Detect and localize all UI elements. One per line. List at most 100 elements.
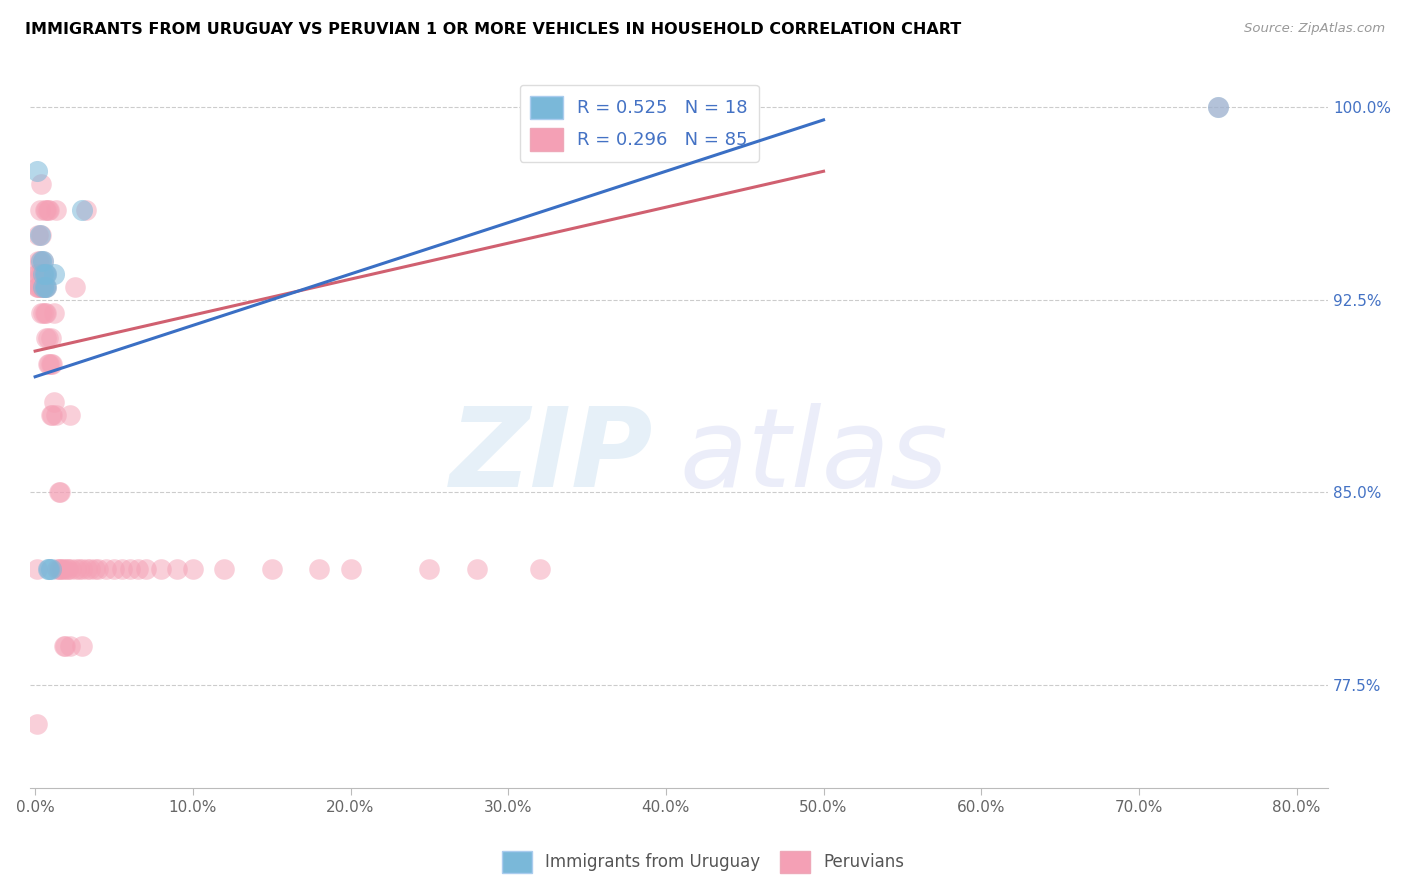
Point <box>32 267 55 281</box>
Point <box>25 562 48 576</box>
Point <box>84 562 107 576</box>
Point <box>59 409 82 423</box>
Point <box>72 640 94 654</box>
Point <box>339 562 361 576</box>
Point <box>25 164 48 178</box>
Point <box>49 562 72 576</box>
Point <box>55 562 77 576</box>
Point <box>34 280 56 294</box>
Point <box>39 331 62 345</box>
Point <box>65 562 87 576</box>
Point <box>42 305 65 319</box>
Point <box>58 562 80 576</box>
Point <box>30 177 52 191</box>
Point <box>111 562 134 576</box>
Point <box>214 562 236 576</box>
Point <box>72 202 94 217</box>
Point <box>79 562 101 576</box>
Point <box>32 254 55 268</box>
Point <box>260 562 283 576</box>
Point <box>166 562 188 576</box>
Point <box>51 562 73 576</box>
Point <box>42 267 65 281</box>
Point <box>72 562 94 576</box>
Point <box>49 485 72 500</box>
Point <box>37 562 59 576</box>
Point <box>25 280 48 294</box>
Point <box>30 228 52 243</box>
Point <box>38 562 60 576</box>
Point <box>308 562 330 576</box>
Point <box>67 562 90 576</box>
Legend: R = 0.525   N = 18, R = 0.296   N = 85: R = 0.525 N = 18, R = 0.296 N = 85 <box>520 85 759 161</box>
Point <box>1206 100 1229 114</box>
Point <box>41 357 63 371</box>
Point <box>103 562 125 576</box>
Point <box>30 267 52 281</box>
Point <box>34 280 56 294</box>
Point <box>42 395 65 409</box>
Legend: Immigrants from Uruguay, Peruvians: Immigrants from Uruguay, Peruvians <box>495 845 911 880</box>
Point <box>45 409 67 423</box>
Text: atlas: atlas <box>679 403 948 510</box>
Point <box>38 202 60 217</box>
Point <box>60 562 83 576</box>
Point <box>87 562 110 576</box>
Point <box>63 280 86 294</box>
Point <box>41 409 63 423</box>
Point <box>48 562 70 576</box>
Point <box>59 640 82 654</box>
Point <box>34 202 56 217</box>
Point <box>150 562 173 576</box>
Point <box>27 280 49 294</box>
Point <box>27 228 49 243</box>
Point <box>46 562 69 576</box>
Point <box>32 305 55 319</box>
Point <box>39 409 62 423</box>
Point <box>32 280 55 294</box>
Point <box>118 562 141 576</box>
Point <box>37 357 59 371</box>
Point <box>30 305 52 319</box>
Point <box>30 280 52 294</box>
Point <box>32 254 55 268</box>
Text: ZIP: ZIP <box>450 403 654 510</box>
Point <box>34 305 56 319</box>
Point <box>30 254 52 268</box>
Point <box>28 228 51 243</box>
Point <box>181 562 204 576</box>
Point <box>127 562 149 576</box>
Point <box>32 280 55 294</box>
Point <box>94 562 117 576</box>
Point <box>28 267 51 281</box>
Point <box>28 254 51 268</box>
Point <box>76 562 98 576</box>
Point <box>134 562 156 576</box>
Point <box>75 202 97 217</box>
Point <box>25 267 48 281</box>
Text: Source: ZipAtlas.com: Source: ZipAtlas.com <box>1244 22 1385 36</box>
Point <box>35 202 58 217</box>
Point <box>38 357 60 371</box>
Point <box>35 280 58 294</box>
Point <box>39 357 62 371</box>
Point <box>27 280 49 294</box>
Point <box>52 640 75 654</box>
Point <box>35 305 58 319</box>
Point <box>28 202 51 217</box>
Point <box>27 254 49 268</box>
Point <box>25 716 48 731</box>
Point <box>529 562 551 576</box>
Point <box>28 280 51 294</box>
Point <box>27 267 49 281</box>
Point <box>52 562 75 576</box>
Point <box>35 280 58 294</box>
Point <box>32 267 55 281</box>
Text: IMMIGRANTS FROM URUGUAY VS PERUVIAN 1 OR MORE VEHICLES IN HOUSEHOLD CORRELATION : IMMIGRANTS FROM URUGUAY VS PERUVIAN 1 OR… <box>25 22 962 37</box>
Point <box>35 331 58 345</box>
Point <box>34 267 56 281</box>
Point <box>45 202 67 217</box>
Point <box>48 485 70 500</box>
Point <box>39 562 62 576</box>
Point <box>418 562 440 576</box>
